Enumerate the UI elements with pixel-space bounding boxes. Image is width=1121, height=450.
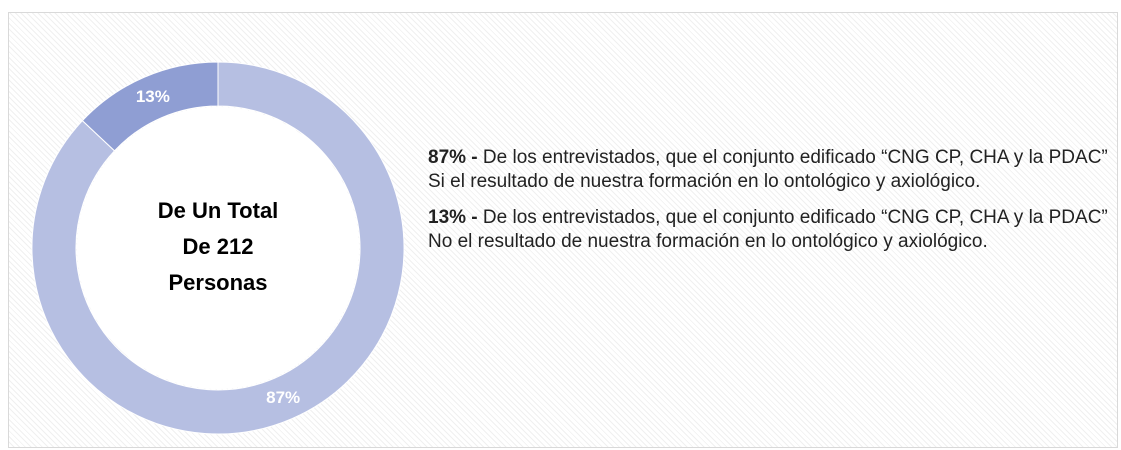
center-text: Personas [168, 270, 267, 295]
pie-slice [81, 61, 219, 152]
pie-slice [31, 61, 405, 435]
note: 13% - De los entrevistados, que el conju… [428, 206, 1108, 254]
donut-hole [77, 107, 359, 389]
center-text: De Un Total [158, 198, 279, 223]
slice-label: 13% [136, 87, 170, 106]
note-text: De los entrevistados, que el conjunto ed… [428, 147, 1108, 192]
note-text: De los entrevistados, que el conjunto ed… [428, 207, 1108, 252]
center-text: De 212 [183, 234, 254, 259]
note-lead: 13% - [428, 207, 478, 228]
slice-label: 87% [266, 388, 300, 407]
note: 87% - De los entrevistados, que el conju… [428, 146, 1108, 194]
note-lead: 87% - [428, 147, 478, 168]
notes: 87% - De los entrevistados, que el conju… [428, 146, 1108, 266]
